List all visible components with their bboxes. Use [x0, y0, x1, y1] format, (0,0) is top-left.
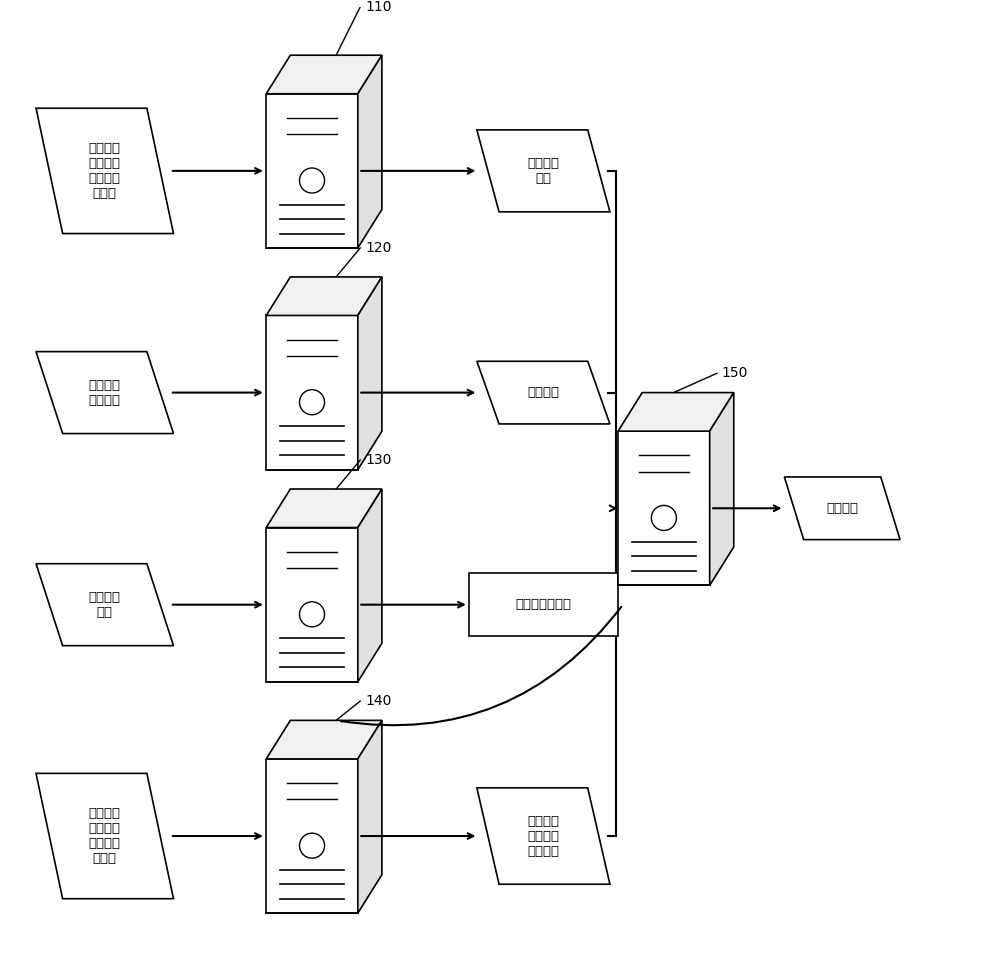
Polygon shape [477, 361, 610, 424]
Circle shape [651, 505, 676, 530]
Polygon shape [266, 55, 382, 94]
Polygon shape [710, 392, 734, 586]
Polygon shape [477, 130, 610, 212]
FancyBboxPatch shape [469, 573, 618, 636]
Text: 130: 130 [365, 453, 391, 467]
Polygon shape [358, 277, 382, 470]
Circle shape [299, 389, 325, 415]
Polygon shape [358, 720, 382, 913]
Text: 雷达影像
数据和第
一遥感影
像数据: 雷达影像 数据和第 一遥感影 像数据 [89, 142, 121, 200]
Text: 多分类计算模型: 多分类计算模型 [515, 598, 571, 611]
Circle shape [299, 602, 325, 627]
Circle shape [299, 168, 325, 193]
Polygon shape [477, 787, 610, 885]
Text: 影像数据
样本: 影像数据 样本 [89, 590, 121, 619]
Polygon shape [358, 489, 382, 682]
Text: 断层构造
信息: 断层构造 信息 [527, 157, 559, 184]
Polygon shape [618, 392, 734, 431]
Polygon shape [358, 55, 382, 248]
Polygon shape [266, 527, 358, 682]
Polygon shape [36, 108, 173, 234]
Text: 找矿靶区: 找矿靶区 [826, 502, 858, 515]
Polygon shape [266, 94, 358, 248]
Polygon shape [36, 773, 173, 899]
FancyArrowPatch shape [341, 607, 621, 725]
Polygon shape [618, 431, 710, 586]
Text: 110: 110 [365, 0, 392, 14]
Polygon shape [266, 489, 382, 527]
Circle shape [299, 833, 325, 858]
Text: 150: 150 [722, 366, 748, 381]
Polygon shape [36, 564, 173, 646]
Polygon shape [36, 352, 173, 434]
Polygon shape [784, 477, 900, 540]
Polygon shape [266, 277, 382, 316]
Text: 第二遥感
影像数据: 第二遥感 影像数据 [89, 379, 121, 407]
Text: 岩性信息: 岩性信息 [527, 386, 559, 399]
Text: 第三遥感
影像数据
和第四遥
感影像: 第三遥感 影像数据 和第四遥 感影像 [89, 807, 121, 865]
Polygon shape [266, 316, 358, 470]
Text: 伟晶岩型
锂矿分布
密度信息: 伟晶岩型 锂矿分布 密度信息 [527, 815, 559, 857]
Polygon shape [266, 720, 382, 759]
Text: 140: 140 [365, 694, 391, 708]
Polygon shape [266, 759, 358, 913]
Text: 120: 120 [365, 241, 391, 255]
